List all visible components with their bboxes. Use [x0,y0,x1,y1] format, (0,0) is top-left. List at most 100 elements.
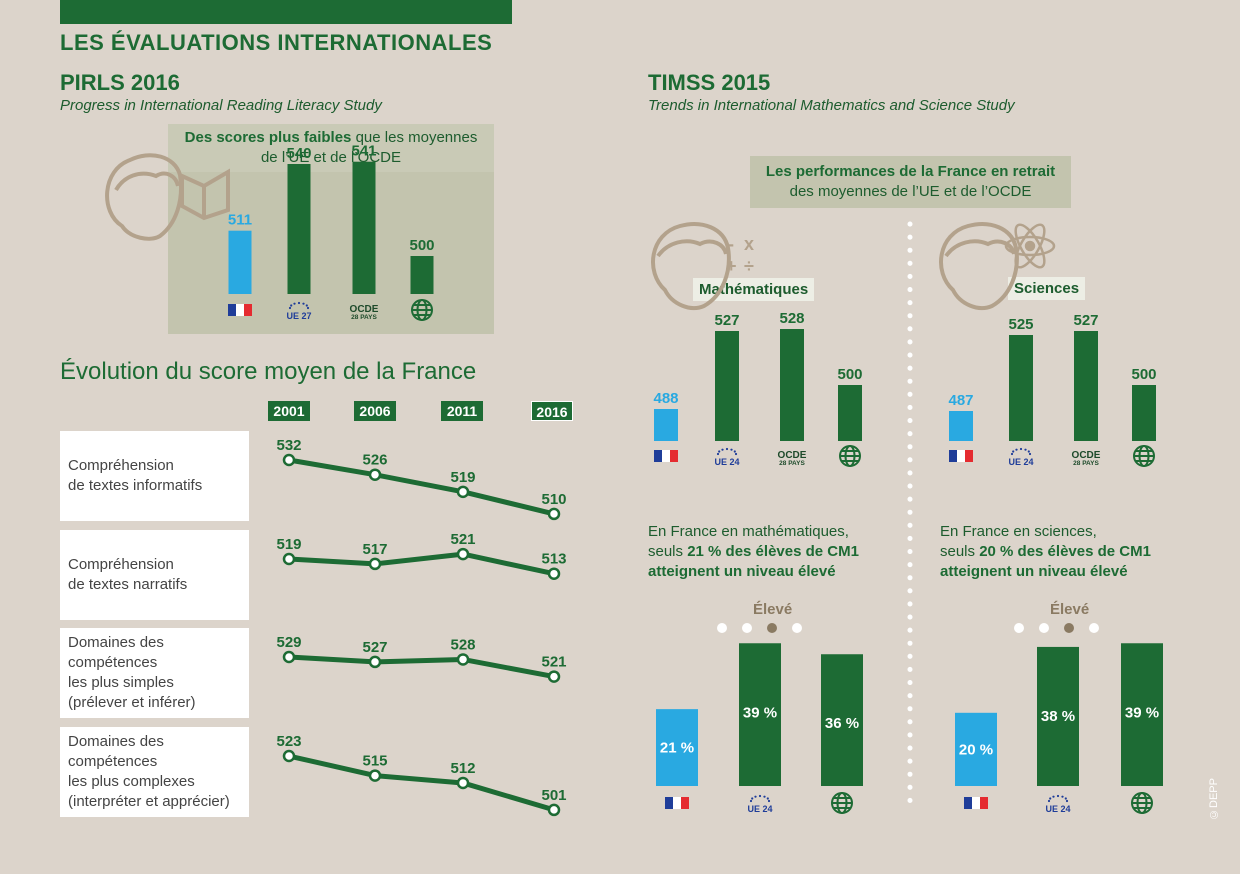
atom-icon [1004,223,1056,269]
svg-text:UE 24: UE 24 [1045,804,1070,814]
evolution-line-1 [288,457,555,517]
evolution-point [547,670,561,683]
evolution-line-4 [288,753,555,813]
evolution-point [282,749,296,763]
evolution-value-label: 512 [450,760,475,777]
row-label-text: Domaines des compétences les plus simple… [68,634,196,711]
math-paragraph: En France en mathématiques, seuls 21 % d… [648,522,859,582]
sci-bar-3 [1074,331,1098,441]
eu-stars-icon: UE 27 [286,301,312,321]
pirls-bar-1 [228,230,252,294]
svg-text:UE 24: UE 24 [714,457,739,467]
svg-text:-: - [728,234,734,254]
evolution-point [368,557,382,571]
flag-france-icon [228,304,252,316]
globe-icon [1131,792,1153,814]
evolution-value-label: 501 [541,787,566,804]
timss-callout: Les performances de la France en retrait… [750,156,1071,208]
reading-head-icon [105,153,230,241]
pirls-chart-box [168,172,494,334]
sci-para-2a: seuls [940,543,980,560]
sci-para-line3: atteignent un niveau élevé [940,563,1128,580]
year-label-2016: 2016 [531,401,573,421]
evolution-point [456,653,470,666]
sci-value-label: 500 [1131,366,1156,383]
math-para-line1: En France en mathématiques, [648,523,849,540]
timss-callout-bold: Les performances de la France en retrait [765,163,1056,180]
svg-text:UE 24: UE 24 [747,804,772,814]
sci-pct-bar-1 [955,712,997,786]
timss-subtitle: Trends in International Mathematics and … [648,97,1015,114]
globe-icon [831,792,853,814]
pirls-value-label: 500 [409,237,434,254]
evolution-value-label: 526 [362,452,387,469]
math-bar-4 [838,385,862,441]
math-value-label: 488 [653,390,678,407]
math-bar-3 [780,329,804,441]
pirls-value-label: 540 [286,145,311,162]
year-label-2001: 2001 [268,401,310,421]
math-pct-label: 21 % [660,740,694,757]
math-value-label: 528 [779,310,804,327]
evolution-line-2 [288,551,555,577]
evolution-title: Évolution du score moyen de la France [60,358,477,385]
evolution-value-label: 528 [450,636,475,653]
evolution-point [456,776,470,790]
math-bar-1 [654,409,678,441]
header-bar [60,0,512,24]
math-pct-label: 39 % [743,704,777,721]
pirls-title: PIRLS 2016 [60,70,180,95]
evolution-value-label: 513 [541,551,566,568]
evolution-row-label-1: Compréhension de textes informatifs [60,431,249,521]
evolution-point [547,567,561,580]
svg-text:+: + [726,256,737,276]
evolution-value-label: 510 [541,491,566,508]
sci-pct-label: 39 % [1125,704,1159,721]
svg-text:UE 27: UE 27 [286,311,311,321]
year-label-2006: 2006 [354,401,396,421]
sci-eleve-dots [1014,623,1099,633]
sci-value-label: 487 [948,392,973,409]
eu-stars-icon: UE 24 [1008,447,1034,467]
svg-text:28 PAYS: 28 PAYS [779,460,805,467]
flag-france-icon [654,450,678,462]
math-value-label: 500 [837,366,862,383]
evolution-value-label: 523 [276,733,301,750]
sci-para-2b: 20 % des élèves de CM1 [979,543,1151,560]
flag-france-icon [949,450,973,462]
sci-value-label: 525 [1008,316,1033,333]
evolution-line-3 [288,654,555,680]
pirls-subtitle: Progress in International Reading Litera… [60,97,382,114]
pirls-bar-2 [287,164,311,294]
timss-callout-rest: des moyennes de l’UE et de l’OCDE [789,183,1032,200]
svg-text:UE 24: UE 24 [1008,457,1033,467]
globe-icon [839,445,861,467]
pirls-bar-3 [352,161,376,294]
math-pct-bar-2 [739,643,781,786]
eu-stars-icon: UE 24 [714,447,740,467]
eu-stars-icon: UE 24 [747,794,773,814]
sci-pct-label: 20 % [959,741,993,758]
globe-icon [411,299,433,321]
evolution-value-label: 517 [362,541,387,558]
row-label-text: Domaines des compétences les plus comple… [68,733,230,810]
sci-bar-1 [949,411,973,441]
sci-value-label: 527 [1073,312,1098,329]
sci-bar-4 [1132,385,1156,441]
timss-title: TIMSS 2015 [648,70,771,95]
flag-france-icon [964,797,988,809]
sci-para-line1: En France en sciences, [940,523,1097,540]
sci-pct-bar-3 [1121,643,1163,786]
evolution-point [547,507,561,521]
svg-text:x: x [744,234,754,254]
math-pct-bar-3 [821,654,863,786]
flag-france-icon [665,797,689,809]
math-para-2b: 21 % des élèves de CM1 [687,543,859,560]
evolution-value-label: 519 [450,469,475,486]
evolution-point [547,803,561,817]
science-head-icon [939,222,1019,310]
evolution-value-label: 521 [541,654,566,671]
